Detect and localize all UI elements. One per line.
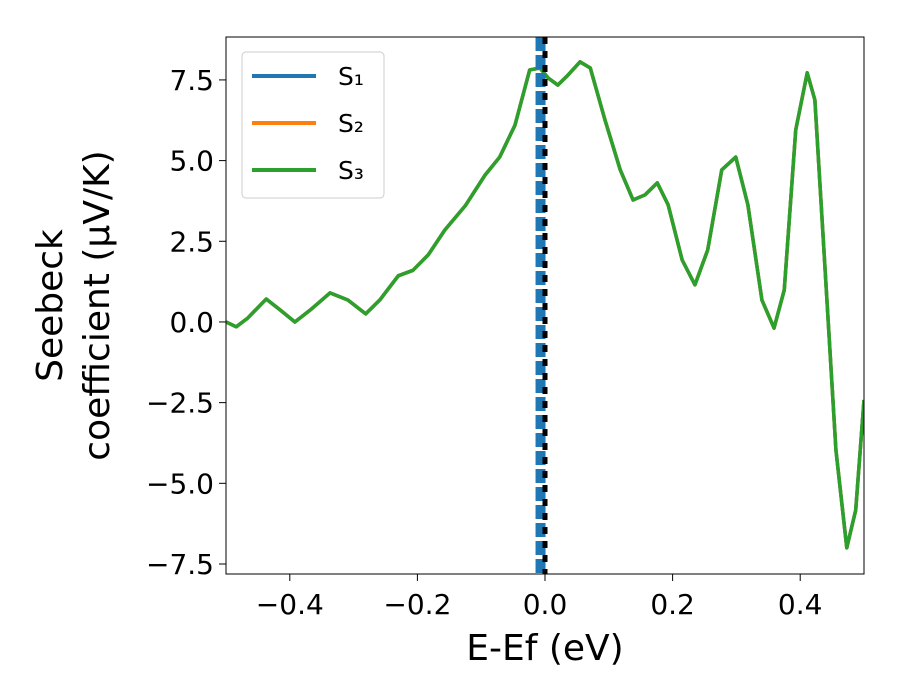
plot-frame [225,36,865,575]
x-tick-label: 0.0 [523,588,568,621]
y-tick-label: 7.5 [169,64,214,97]
x-tick-label: 0.2 [650,588,695,621]
y-tick-label: −5.0 [146,467,214,500]
x-tick-label: −0.2 [383,588,451,621]
y-tick-label: −7.5 [146,548,214,581]
legend-label: S₁ [338,62,364,91]
x-axis-label: E-Ef (eV) [466,628,623,669]
y-tick-label: −2.5 [146,387,214,420]
y-tick-label: 2.5 [169,225,214,258]
x-tick-label: −0.4 [256,588,324,621]
y-tick-label: 5.0 [169,145,214,178]
data-line [226,60,864,550]
x-tick-label: 0.4 [778,588,823,621]
legend-label: S₂ [338,109,364,138]
y-axis-label: coefficient (μV/K) [77,150,118,460]
legend-label: S₃ [338,156,364,185]
y-axis-label: Seebeck [30,229,71,382]
y-tick-label: 0.0 [169,306,214,339]
plot-area [226,37,864,574]
